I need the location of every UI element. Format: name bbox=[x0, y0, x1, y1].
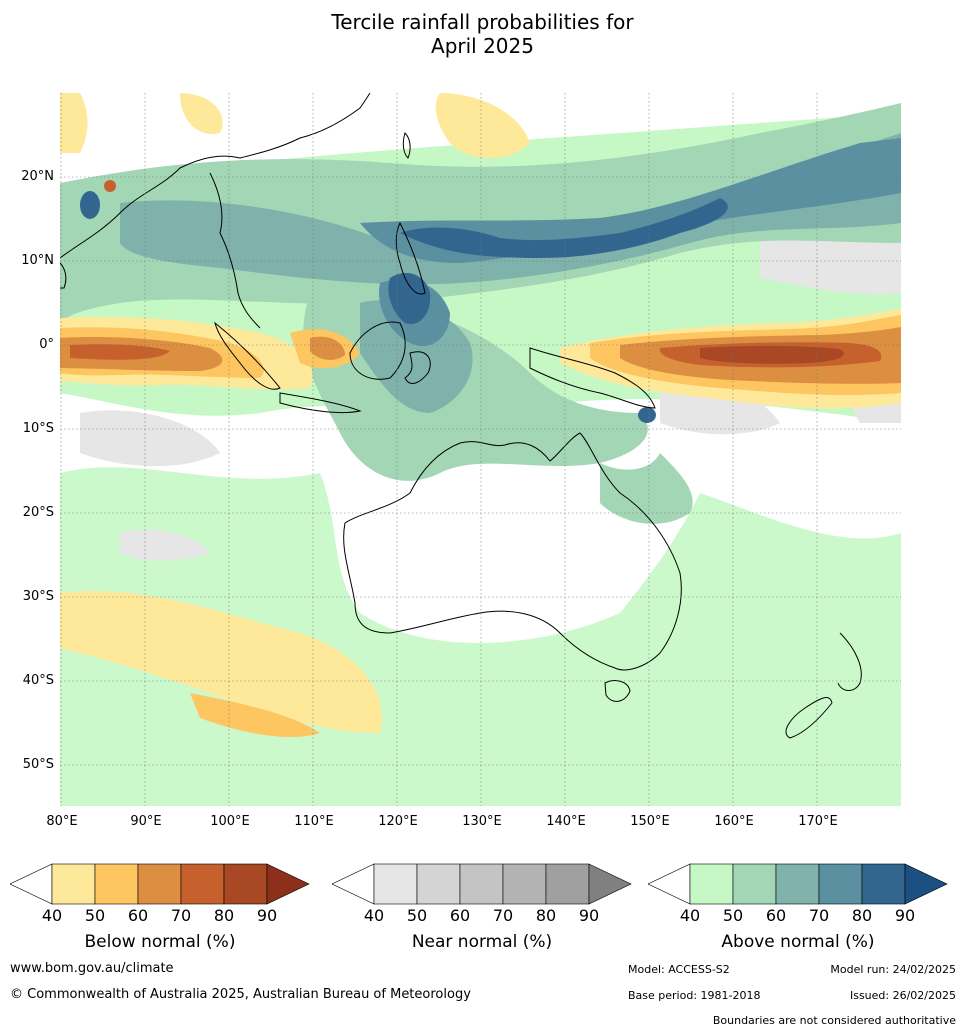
copyright-text: © Commonwealth of Australia 2025, Austra… bbox=[10, 987, 471, 1002]
lon-label-80e: 80°E bbox=[46, 814, 78, 829]
lon-label-170e: 170°E bbox=[798, 814, 838, 829]
below-swatch-6 bbox=[266, 863, 310, 905]
below-swatch-1 bbox=[51, 863, 96, 905]
map-canvas bbox=[60, 93, 901, 806]
near-normal-label: Near normal (%) bbox=[411, 932, 553, 952]
australia-coast bbox=[343, 432, 682, 671]
model-name: Model: ACCESS-S2 bbox=[628, 963, 730, 976]
lon-label-140e: 140°E bbox=[546, 814, 586, 829]
colorbar-near-svg bbox=[331, 863, 632, 905]
issued-date: Issued: 26/02/2025 bbox=[849, 989, 956, 1002]
below-swatch-3 bbox=[137, 863, 182, 905]
above-swatch-2 bbox=[732, 863, 777, 905]
near-tick-80: 80 bbox=[535, 906, 557, 925]
lat-label-50s: 50°S bbox=[22, 757, 54, 772]
near-swatch-4 bbox=[502, 863, 547, 905]
taiwan-coast bbox=[402, 132, 411, 159]
boundary-disclaimer: Boundaries are not considered authoritat… bbox=[712, 1014, 956, 1027]
lat-label-10n: 10°N bbox=[21, 253, 54, 268]
near-swatch-0 bbox=[331, 863, 375, 905]
map-svg bbox=[60, 93, 901, 806]
above-tick-60: 60 bbox=[765, 906, 787, 925]
lat-label-30s: 30°S bbox=[22, 589, 54, 604]
website-link[interactable]: www.bom.gov.au/climate bbox=[10, 961, 174, 976]
lon-label-110e: 110°E bbox=[294, 814, 334, 829]
sulawesi-coast bbox=[404, 351, 431, 384]
above-swatch-6 bbox=[904, 863, 948, 905]
near-tick-40: 40 bbox=[363, 906, 385, 925]
lon-label-160e: 160°E bbox=[714, 814, 754, 829]
above-swatch-4 bbox=[818, 863, 863, 905]
below-tick-40: 40 bbox=[41, 906, 63, 925]
below-swatch-0 bbox=[9, 863, 53, 905]
tasmania-coast bbox=[604, 680, 631, 702]
lon-label-150e: 150°E bbox=[630, 814, 670, 829]
above-tick-70: 70 bbox=[808, 906, 830, 925]
lat-label-20s: 20°S bbox=[22, 505, 54, 520]
lon-label-130e: 130°E bbox=[462, 814, 502, 829]
near-tick-90: 90 bbox=[578, 906, 600, 925]
above-tick-90: 90 bbox=[894, 906, 916, 925]
colorbar-above-svg bbox=[647, 863, 948, 905]
below-swatch-5 bbox=[223, 863, 268, 905]
lat-label-0: 0° bbox=[39, 337, 54, 352]
new-zealand-coast bbox=[785, 632, 862, 739]
above-normal-label: Above normal (%) bbox=[721, 932, 875, 952]
lat-label-10s: 10°S bbox=[22, 421, 54, 436]
map-title: Tercile rainfall probabilities for April… bbox=[0, 10, 965, 58]
near-swatch-1 bbox=[373, 863, 418, 905]
colorbar-near-normal bbox=[331, 863, 632, 909]
above-swatch-0 bbox=[647, 863, 691, 905]
near-swatch-3 bbox=[459, 863, 504, 905]
below-tick-80: 80 bbox=[213, 906, 235, 925]
above-swatch-3 bbox=[775, 863, 820, 905]
below-tick-70: 70 bbox=[170, 906, 192, 925]
below-swatch-4 bbox=[180, 863, 225, 905]
near-tick-50: 50 bbox=[406, 906, 428, 925]
lat-label-20n: 20°N bbox=[21, 169, 54, 184]
borneo-coast bbox=[349, 321, 406, 380]
below-tick-60: 60 bbox=[127, 906, 149, 925]
near-swatch-5 bbox=[545, 863, 590, 905]
new-guinea-coast bbox=[529, 347, 656, 409]
below-swatch-2 bbox=[94, 863, 139, 905]
title-line-2: April 2025 bbox=[431, 34, 534, 58]
model-run-date: Model run: 24/02/2025 bbox=[830, 963, 956, 976]
base-period: Base period: 1981-2018 bbox=[628, 989, 761, 1002]
lon-label-100e: 100°E bbox=[210, 814, 250, 829]
colorbar-below-svg bbox=[9, 863, 310, 905]
above-tick-50: 50 bbox=[722, 906, 744, 925]
graticule bbox=[60, 93, 901, 806]
sumatra-coast bbox=[214, 321, 281, 390]
above-tick-80: 80 bbox=[851, 906, 873, 925]
near-swatch-6 bbox=[588, 863, 632, 905]
below-tick-50: 50 bbox=[84, 906, 106, 925]
coastlines bbox=[60, 93, 862, 739]
above-normal-extreme bbox=[80, 191, 728, 423]
mainland-asia-coast bbox=[60, 93, 371, 329]
colorbar-above-normal bbox=[647, 863, 948, 909]
sri-lanka-coast bbox=[60, 262, 67, 289]
above-swatch-5 bbox=[861, 863, 906, 905]
above-tick-40: 40 bbox=[679, 906, 701, 925]
below-normal-extreme bbox=[700, 345, 844, 364]
near-tick-60: 60 bbox=[449, 906, 471, 925]
lon-label-120e: 120°E bbox=[378, 814, 418, 829]
below-tick-90: 90 bbox=[256, 906, 278, 925]
java-coast bbox=[279, 392, 362, 414]
lat-label-40s: 40°S bbox=[22, 673, 54, 688]
philippines-coast bbox=[395, 221, 426, 295]
title-line-1: Tercile rainfall probabilities for bbox=[331, 10, 634, 34]
below-normal-label: Below normal (%) bbox=[84, 932, 236, 952]
near-swatch-2 bbox=[416, 863, 461, 905]
near-tick-70: 70 bbox=[492, 906, 514, 925]
lon-label-90e: 90°E bbox=[130, 814, 162, 829]
colorbar-below-normal bbox=[9, 863, 310, 909]
above-swatch-1 bbox=[689, 863, 734, 905]
